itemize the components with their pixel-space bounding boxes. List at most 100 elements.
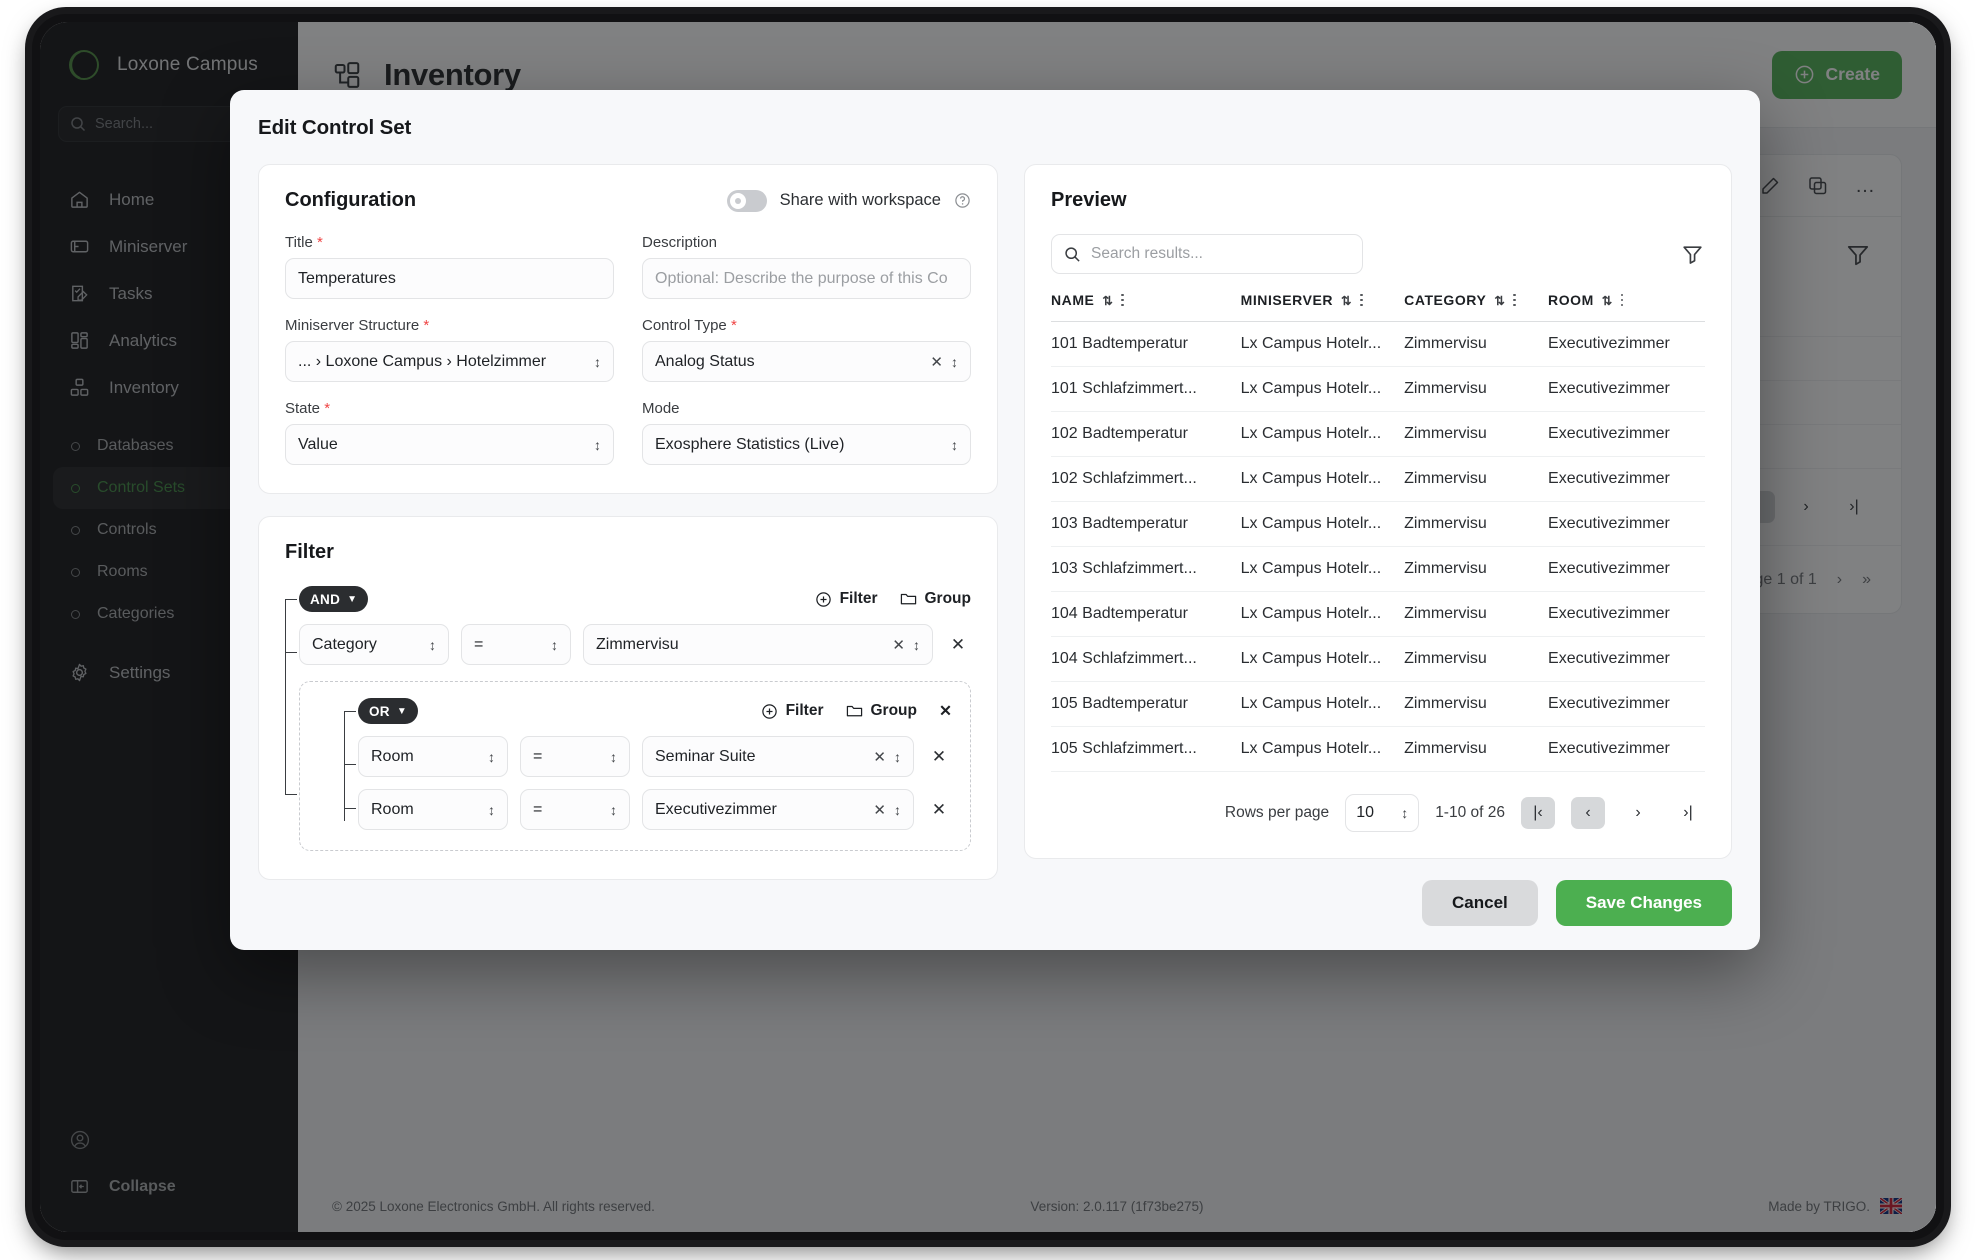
add-group-button[interactable]: Group [846, 702, 917, 720]
preview-table-head: NAME ⇅ MINISERVER ⇅ CA [1051, 292, 1705, 322]
filter-card: Filter AND ▼ [258, 516, 998, 880]
help-icon[interactable] [954, 192, 971, 209]
preview-last-page-button[interactable]: ›| [1683, 804, 1693, 821]
table-cell: Lx Campus Hotelr... [1240, 636, 1405, 682]
preview-table-body: 101 Badtemperatur Lx Campus Hotelr... Zimm… [1051, 321, 1705, 772]
root-operator-select[interactable]: AND ▼ [299, 586, 369, 612]
sort-icon[interactable]: ⇅ [1494, 293, 1506, 308]
table-row[interactable]: 102 Badtemperatur Lx Campus Hotelr... Zimm… [1051, 411, 1705, 457]
add-group-button[interactable]: Group [900, 590, 972, 608]
preview-next-page-button[interactable]: › [1635, 804, 1641, 821]
add-filter-button[interactable]: Filter [815, 590, 878, 608]
preview-filter-icon[interactable] [1680, 242, 1705, 267]
table-row[interactable]: 105 Schlafzimmert... Lx Campus Hotelr... Z… [1051, 726, 1705, 772]
filter-group: OR ▼ Filter [299, 681, 971, 851]
clear-icon[interactable]: ✕ [873, 748, 886, 766]
plus-circle-icon [815, 591, 832, 608]
field-mode: Mode Exosphere Statistics (Live) ↕ [642, 400, 971, 465]
table-row[interactable]: 104 Schlafzimmert... Lx Campus Hotelr... Z… [1051, 636, 1705, 682]
connector-line [285, 599, 286, 794]
configuration-card: Configuration Share with workspace [258, 164, 998, 494]
preview-first-page-button[interactable]: |‹ [1521, 797, 1555, 829]
table-cell: Zimmervisu [1404, 501, 1549, 547]
preview-rows-per-page-select[interactable]: 10 ↕ [1345, 794, 1420, 832]
rule-value-select[interactable]: Executivezimmer ✕ ↕ [642, 789, 914, 830]
rule-field-select[interactable]: Category ↕ [299, 624, 449, 665]
search-results-placeholder: Search results... [1091, 245, 1203, 262]
add-filter-label: Filter [785, 702, 824, 719]
search-results-input[interactable]: Search results... [1051, 234, 1363, 274]
column-menu-icon[interactable] [1513, 293, 1516, 307]
rule-comparator-value: = [474, 635, 484, 653]
rule-value: Executivezimmer [655, 800, 777, 818]
clear-icon[interactable]: ✕ [873, 801, 886, 819]
table-cell: Lx Campus Hotelr... [1240, 681, 1405, 727]
table-cell: Zimmervisu [1404, 411, 1549, 457]
nested-operator-select[interactable]: OR ▼ [358, 698, 419, 724]
column-menu-icon[interactable] [1620, 293, 1624, 307]
add-filter-button[interactable]: Filter [761, 702, 824, 720]
preview-rows-per-page-value: 10 [1356, 804, 1374, 821]
filter-rule: Category ↕ = ↕ Zimmervisu ✕ [299, 624, 971, 665]
delete-rule-button[interactable]: ✕ [950, 634, 966, 654]
delete-rule-button[interactable]: ✕ [931, 799, 947, 819]
rule-comparator-select[interactable]: = ↕ [520, 736, 630, 777]
updown-chevron-icon: ↕ [551, 636, 558, 653]
share-with-workspace-toggle[interactable] [726, 189, 767, 212]
column-header-room[interactable]: ROOM ⇅ [1548, 292, 1705, 322]
column-header-name[interactable]: NAME ⇅ [1051, 292, 1241, 322]
table-cell: Lx Campus Hotelr... [1240, 366, 1405, 412]
column-menu-icon[interactable] [1360, 293, 1363, 307]
column-header-miniserver[interactable]: MINISERVER ⇅ [1240, 292, 1405, 322]
clear-icon[interactable]: ✕ [892, 636, 905, 654]
cancel-button[interactable]: Cancel [1422, 880, 1538, 926]
field-state-label: State * [285, 400, 331, 417]
rule-field-select[interactable]: Room ↕ [358, 736, 508, 777]
sort-icon[interactable]: ⇅ [1341, 293, 1353, 308]
table-row[interactable]: 101 Schlafzimmert... Lx Campus Hotelr... Z… [1051, 366, 1705, 412]
table-cell: Executivezimmer [1548, 591, 1705, 637]
rule-comparator-select[interactable]: = ↕ [461, 624, 571, 665]
table-row[interactable]: 105 Badtemperatur Lx Campus Hotelr... Zimm… [1051, 681, 1705, 727]
sort-icon[interactable]: ⇅ [1102, 293, 1114, 308]
description-input[interactable]: Optional: Describe the purpose of this C… [642, 258, 971, 299]
clear-icon[interactable]: ✕ [930, 353, 943, 371]
add-group-label: Group [924, 590, 972, 607]
table-row[interactable]: 101 Badtemperatur Lx Campus Hotelr... Zimm… [1051, 321, 1705, 367]
column-header-category[interactable]: CATEGORY ⇅ [1404, 292, 1549, 322]
chevron-down-icon: ▼ [347, 593, 358, 605]
save-changes-button[interactable]: Save Changes [1555, 880, 1732, 926]
connector-tick [344, 711, 356, 712]
rule-field-select[interactable]: Room ↕ [358, 789, 508, 830]
field-title-label: Title * [285, 234, 323, 251]
sort-icon[interactable]: ⇅ [1601, 293, 1613, 308]
preview-prev-page-button[interactable]: ‹ [1571, 797, 1605, 829]
column-menu-icon[interactable] [1121, 293, 1125, 307]
miniserver-structure-select[interactable]: ... › Loxone Campus › Hotelzimmer ↕ [285, 341, 614, 382]
field-title: Title * Temperatures [285, 234, 614, 299]
rule-field-value: Room [371, 800, 414, 818]
delete-group-button[interactable]: ✕ [939, 702, 952, 720]
delete-rule-button[interactable]: ✕ [931, 746, 947, 766]
updown-chevron-icon: ↕ [951, 353, 958, 370]
table-cell: Zimmervisu [1404, 321, 1549, 367]
control-type-select[interactable]: Analog Status ✕ ↕ [642, 341, 971, 382]
table-row[interactable]: 102 Schlafzimmert... Lx Campus Hotelr... Z… [1051, 456, 1705, 502]
table-cell: Lx Campus Hotelr... [1240, 591, 1405, 637]
mode-select[interactable]: Exosphere Statistics (Live) ↕ [642, 424, 971, 465]
share-with-workspace-control: Share with workspace [726, 189, 971, 212]
rule-value-select[interactable]: Seminar Suite ✕ ↕ [642, 736, 914, 777]
nested-operator-label: OR [369, 703, 390, 719]
state-select[interactable]: Value ↕ [285, 424, 614, 465]
updown-chevron-icon: ↕ [1401, 805, 1409, 821]
updown-chevron-icon: ↕ [913, 636, 920, 653]
table-row[interactable]: 104 Badtemperatur Lx Campus Hotelr... Zimm… [1051, 591, 1705, 637]
required-marker: * [320, 400, 331, 417]
required-marker: * [419, 317, 430, 334]
table-row[interactable]: 103 Badtemperatur Lx Campus Hotelr... Zimm… [1051, 501, 1705, 547]
rule-value-select[interactable]: Zimmervisu ✕ ↕ [583, 624, 933, 665]
rule-comparator-select[interactable]: = ↕ [520, 789, 630, 830]
table-row[interactable]: 103 Schlafzimmert... Lx Campus Hotelr... Z… [1051, 546, 1705, 592]
required-marker: * [726, 317, 737, 334]
title-input[interactable]: Temperatures [285, 258, 614, 299]
